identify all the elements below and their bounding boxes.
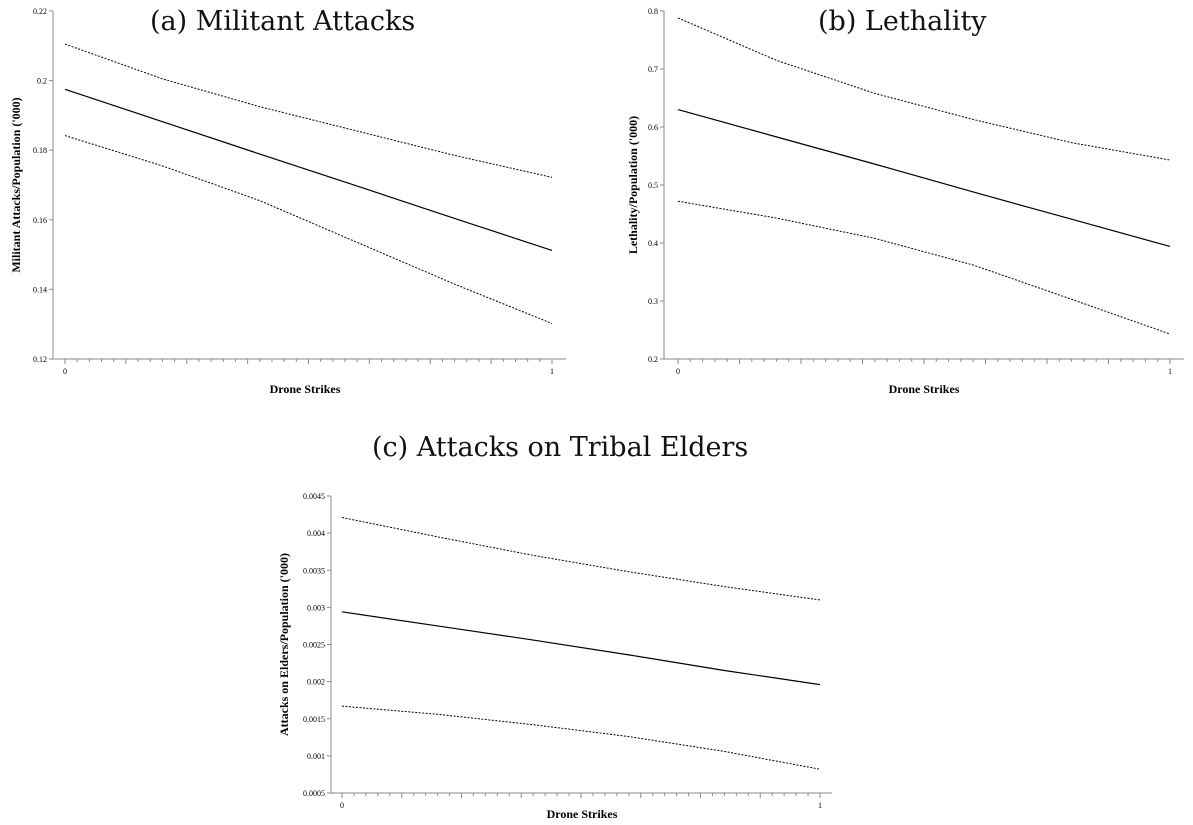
ci-lower-line [64,135,553,324]
x-tick-label: 0 [63,367,67,376]
chart-c-title: (c) Attacks on Tribal Elders [372,432,749,463]
y-tick-label: 0.5 [648,181,658,190]
y-tick-label: 0.14 [33,285,47,294]
y-tick-label: 0.004 [307,529,325,538]
x-axis-label: Drone Strikes [270,382,341,396]
y-tick-label: 0.2 [37,77,47,86]
ci-lower-line [677,200,1171,335]
y-tick-label: 0.0045 [303,492,325,501]
ci-upper-line [341,517,821,601]
x-axis-label: Drone Strikes [889,382,960,396]
y-tick-label: 0.003 [307,603,325,612]
estimate-line [64,88,553,251]
chart-a-title: (a) Militant Attacks [150,6,416,37]
x-tick-label: 1 [1168,367,1172,376]
y-tick-label: 0.3 [648,297,658,306]
y-tick-label: 0.001 [307,752,325,761]
ci-upper-line [64,43,553,178]
y-tick-label: 0.002 [307,678,325,687]
estimate-line [341,611,821,686]
chart-b-plot: 0.2 0.3 0.4 0.5 0.6 0.7 0.8 0 1 Drone Strikes Leth… [626,7,1184,396]
y-tick-label: 0.0035 [303,566,325,575]
y-tick-label: 0.16 [33,216,47,225]
x-tick-label: 0 [340,801,344,810]
estimate-line [677,109,1171,248]
y-tick-label: 0.18 [33,146,47,155]
y-tick-label: 0.12 [33,355,47,364]
y-tick-label: 0.7 [648,65,658,74]
ci-lower-line [341,705,821,770]
y-tick-label: 0.0015 [303,715,325,724]
y-tick-label: 0.0025 [303,641,325,650]
x-tick-label: 0 [676,367,680,376]
x-axis-label: Drone Strikes [547,807,618,821]
y-tick-label: 0.2 [648,355,658,364]
chart-b-title: (b) Lethality [818,6,987,37]
y-tick-label: 0.22 [33,7,47,16]
y-axis-label: Attacks on Elders/Population ('000) [277,553,291,736]
ci-upper-line [677,17,1171,161]
x-tick-label: 1 [818,801,822,810]
y-tick-label: 0.0005 [303,789,325,798]
y-tick-label: 0.4 [648,239,658,248]
chart-c-plot: 0.0005 0.001 0.0015 0.002 0.0025 0.003 0.0035 0… [277,492,832,821]
y-axis-label: Militant Attacks/Population ('000) [9,97,23,272]
chart-a-plot: 0.12 0.14 0.16 0.18 0.2 0.22 0 1 Drone Strikes Mi… [9,7,566,396]
y-axis-label: Lethality/Population ('000) [626,116,640,254]
y-tick-label: 0.8 [648,7,658,16]
x-tick-label: 1 [550,367,554,376]
y-tick-label: 0.6 [648,123,658,132]
